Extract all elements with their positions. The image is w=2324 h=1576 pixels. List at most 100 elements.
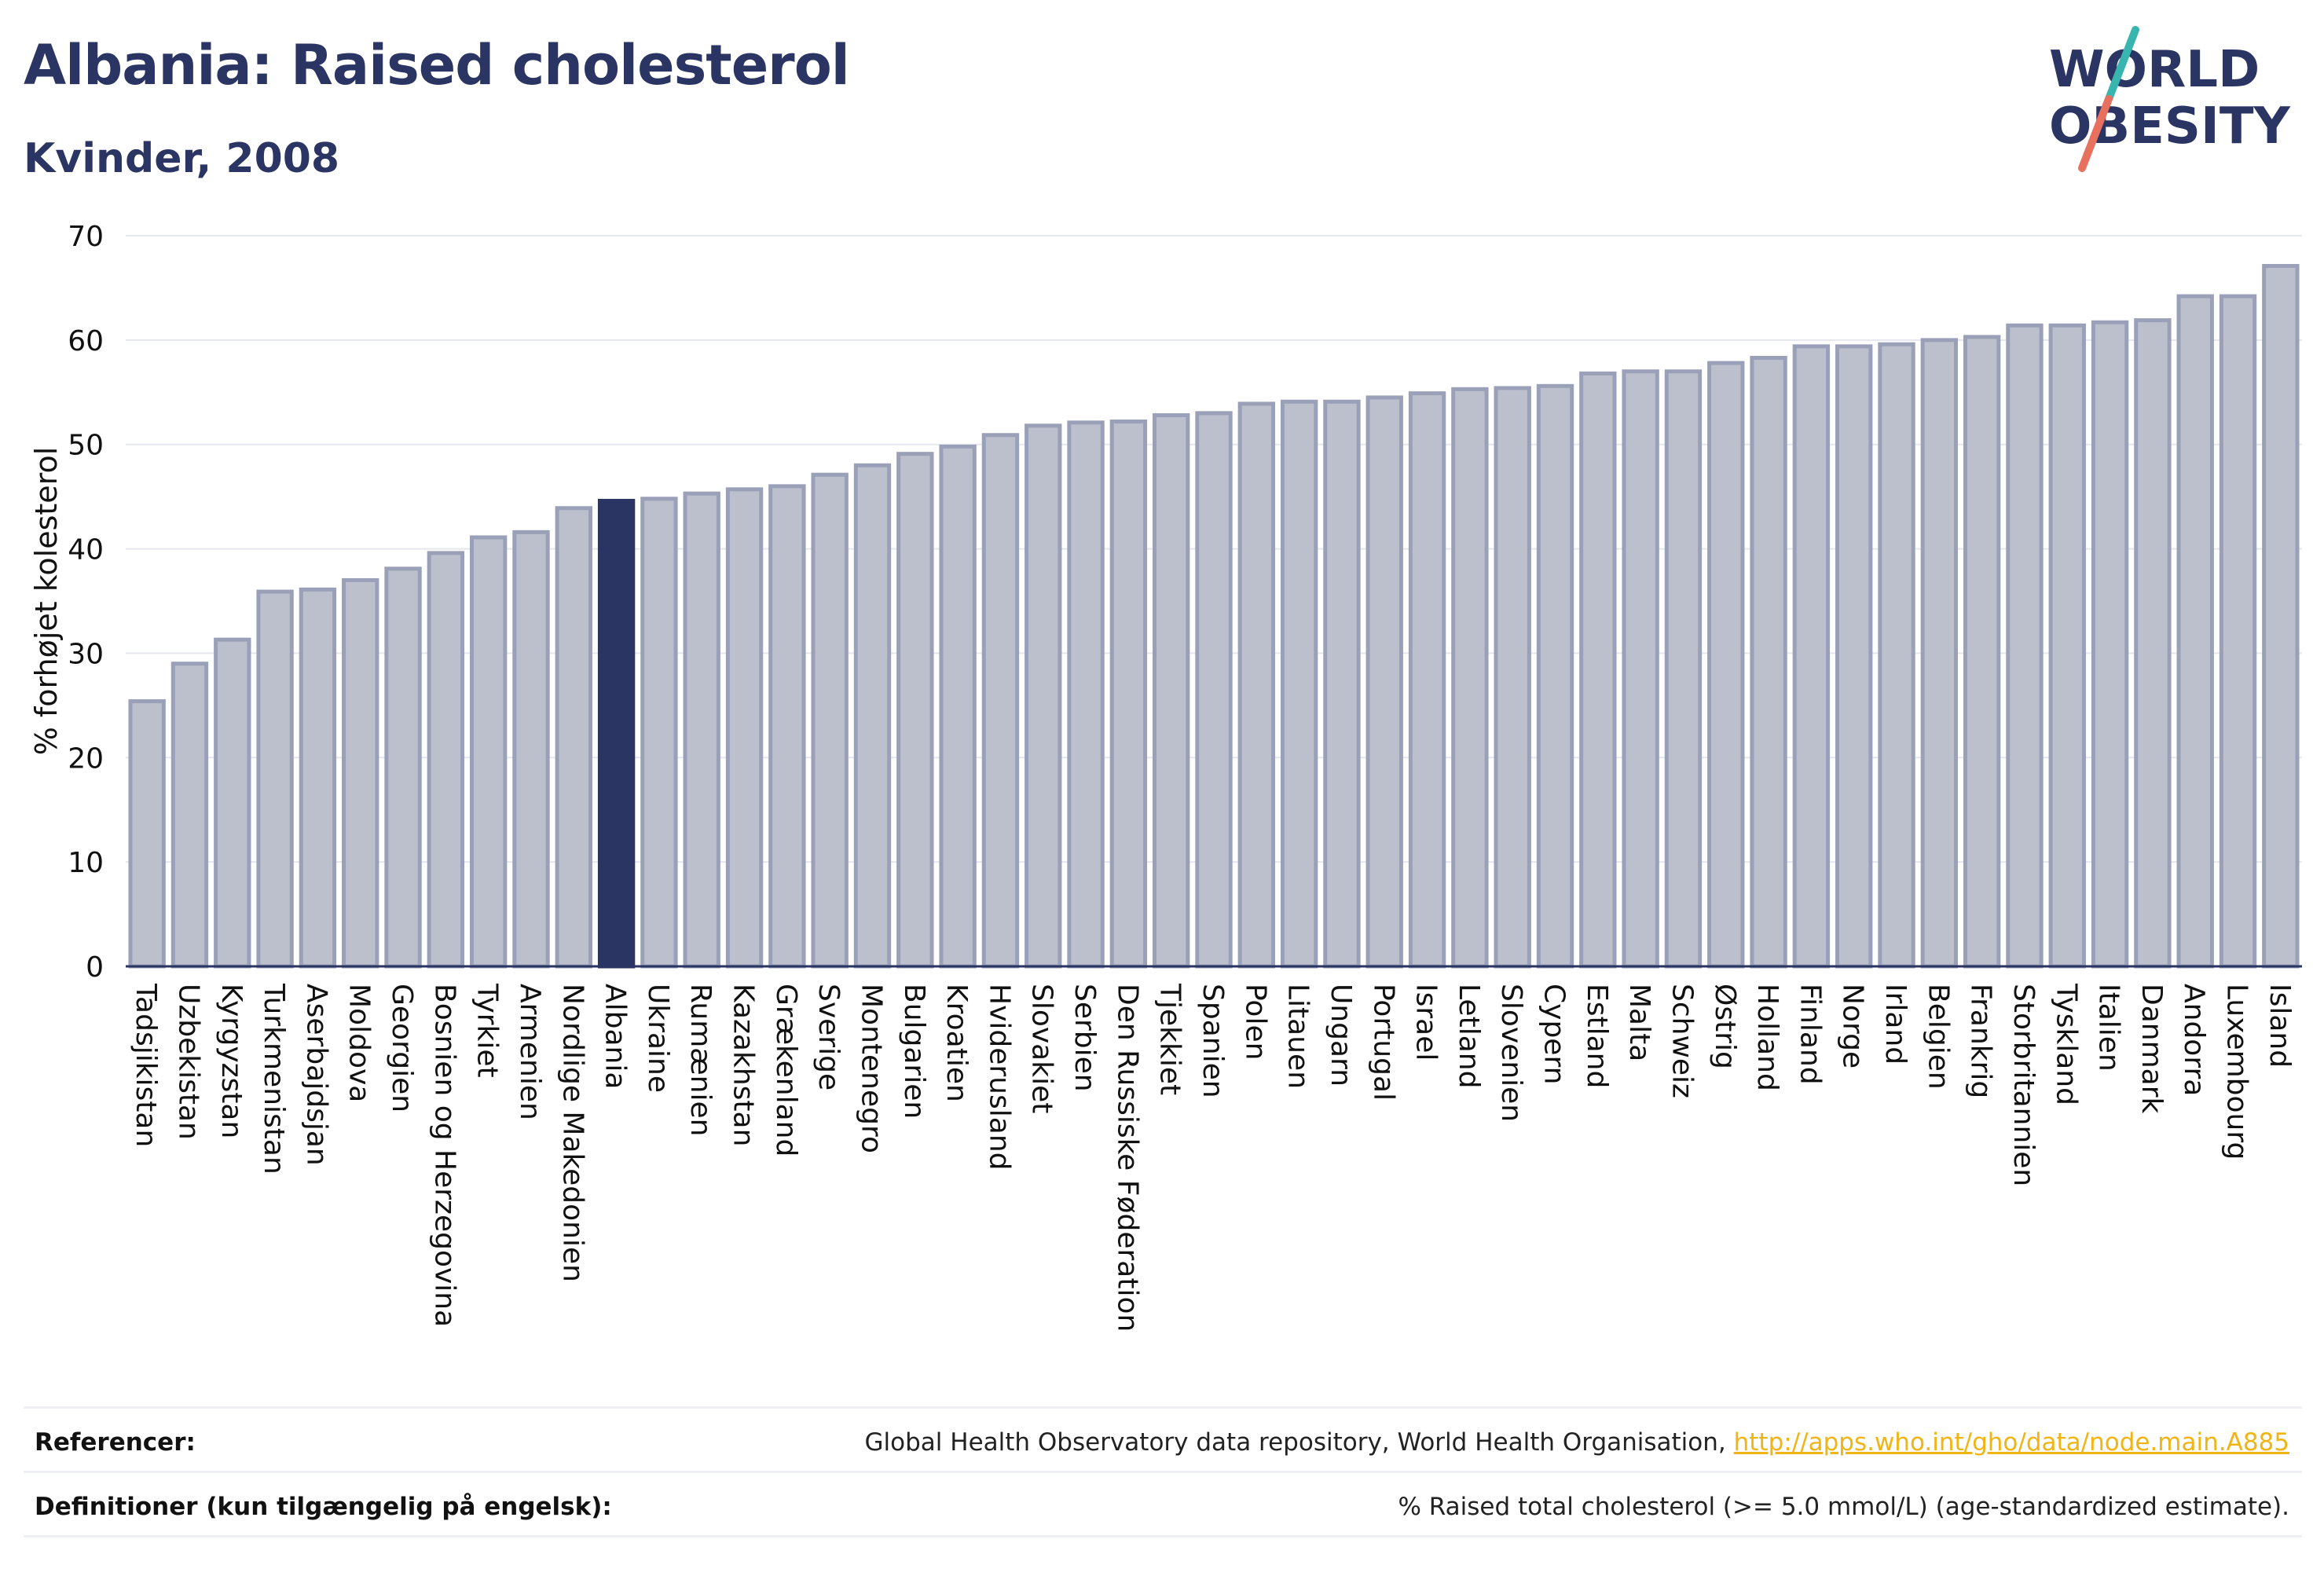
- y-tick-label: 50: [68, 430, 104, 462]
- x-tick-label: Schweiz: [1666, 984, 1698, 1098]
- definitions-value: % Raised total cholesterol (>= 5.0 mmol/…: [1398, 1493, 2289, 1521]
- y-tick-label: 70: [68, 221, 104, 253]
- x-tick-label: Italien: [2093, 984, 2125, 1072]
- x-tick-label: Serbien: [1069, 984, 1101, 1092]
- chart-title: Albania: Raised cholesterol: [24, 33, 850, 97]
- x-tick-label: Kyrgyzstan: [215, 984, 247, 1138]
- bar: [640, 497, 678, 969]
- logo-text-obesity: OBESITY: [2049, 97, 2290, 156]
- bar: [1963, 335, 2001, 969]
- bar: [2048, 323, 2086, 969]
- bar: [1323, 399, 1361, 969]
- x-tick-label: Slovenien: [1495, 984, 1527, 1122]
- bar: [1494, 386, 1531, 969]
- bar: [1878, 342, 1915, 969]
- x-tick-label: Island: [2264, 984, 2296, 1068]
- bar: [768, 484, 806, 969]
- references-link[interactable]: http://apps.who.int/gho/data/node.main.A…: [1733, 1428, 2289, 1457]
- bars: [128, 264, 2300, 969]
- definitions-label: Definitioner (kun tilgængelig på engelsk…: [35, 1493, 612, 1521]
- bar: [1792, 344, 1831, 969]
- bar: [1109, 419, 1148, 969]
- x-tick-label: Turkmenistan: [258, 983, 290, 1175]
- y-tick-label: 30: [68, 638, 104, 670]
- x-tick-label: Tyrkiet: [471, 983, 504, 1078]
- x-tick-label: Litauen: [1282, 984, 1314, 1089]
- references-value: Global Health Observatory data repositor…: [865, 1428, 2289, 1457]
- x-tick-label: Albania: [599, 984, 632, 1089]
- x-tick-label: Kazakhstan: [728, 984, 760, 1146]
- x-tick-label: Belgien: [1922, 984, 1954, 1090]
- x-tick-label: Tjekkiet: [1154, 983, 1186, 1095]
- bar: [469, 535, 508, 969]
- x-tick-label: Montenegro: [855, 984, 887, 1153]
- bar-highlight: [597, 498, 636, 969]
- x-tick-label: Norge: [1837, 984, 1869, 1068]
- bar: [2262, 264, 2300, 969]
- x-tick-label: Estland: [1581, 984, 1613, 1088]
- x-tick-label: Moldova: [343, 984, 376, 1102]
- x-tick-label: Armenien: [514, 984, 546, 1120]
- bar: [1408, 391, 1446, 969]
- bar: [1707, 361, 1745, 969]
- bar: [170, 662, 209, 969]
- bar: [1195, 411, 1233, 969]
- x-tick-label: Slovakiet: [1026, 984, 1058, 1113]
- x-tick-label: Letland: [1453, 984, 1485, 1088]
- y-tick-label: 0: [86, 951, 104, 984]
- bar: [1920, 338, 1959, 969]
- x-tick-label: Østrig: [1709, 984, 1741, 1069]
- x-tick-label: Andorra: [2178, 984, 2210, 1096]
- x-tick-label: Bulgarien: [898, 984, 930, 1119]
- bar: [896, 452, 934, 969]
- bar: [1067, 420, 1105, 969]
- y-tick-label: 10: [68, 847, 104, 879]
- x-tick-label: Tyskland: [2050, 983, 2082, 1105]
- footer-divider-top: [24, 1406, 2302, 1409]
- x-tick-label: Finland: [1794, 984, 1826, 1085]
- x-tick-label: Den Russiske Føderation: [1111, 984, 1143, 1332]
- x-tick-label: Grækenland: [770, 984, 802, 1156]
- bar: [853, 463, 892, 969]
- logo-slash-bottom: [2078, 95, 2113, 172]
- bar: [811, 472, 849, 969]
- bar: [1622, 369, 1659, 969]
- x-tick-label: Ungarn: [1325, 984, 1357, 1087]
- logo-slash-top: [2105, 26, 2139, 103]
- x-tick-label: Hviderusland: [983, 984, 1015, 1170]
- x-tick-label: Frankrig: [1965, 984, 1997, 1098]
- x-tick-label: Rumænien: [684, 984, 717, 1136]
- bar: [214, 637, 251, 969]
- bar: [683, 491, 720, 969]
- x-tick-label: Malta: [1623, 984, 1655, 1061]
- y-tick-label: 60: [68, 325, 104, 357]
- x-tick-label: Danmark: [2135, 984, 2168, 1114]
- x-tick-label: Ukraine: [642, 984, 674, 1093]
- x-tick-label: Polen: [1239, 984, 1271, 1060]
- bar: [725, 487, 764, 969]
- references-label: Referencer:: [35, 1428, 196, 1457]
- bar: [2006, 323, 2044, 969]
- bar: [1664, 369, 1703, 969]
- x-tick-label: Uzbekistan: [172, 984, 204, 1140]
- chart-subtitle: Kvinder, 2008: [24, 135, 340, 182]
- x-tick-label: Sverige: [812, 984, 845, 1090]
- bar: [1365, 395, 1403, 969]
- footer-divider-middle: [24, 1471, 2302, 1473]
- bar-chart: 0 10 20 30 40 50 60 70 Tadsjikistan Uzbekistan Ky…: [29, 221, 2302, 1332]
- x-tick-label: Spanien: [1197, 984, 1229, 1098]
- bar: [2219, 294, 2257, 969]
- bar: [1237, 401, 1275, 969]
- x-tick-label: Storbritannien: [2007, 984, 2040, 1186]
- bar: [384, 566, 422, 969]
- y-tick-labels: 0 10 20 30 40 50 60 70: [68, 221, 104, 984]
- bar: [128, 699, 166, 969]
- x-tick-label: Bosnien og Herzegovina: [428, 984, 460, 1327]
- references-text: Global Health Observatory data repositor…: [864, 1428, 1734, 1457]
- bar: [1025, 423, 1062, 969]
- x-tick-label: Kroatien: [940, 984, 973, 1102]
- logo-text-world: WORLD: [2049, 41, 2260, 99]
- y-axis-label: % forhøjet kolesterol: [29, 447, 64, 756]
- x-tick-label: Tadsjikistan: [130, 983, 162, 1147]
- bar: [555, 506, 592, 969]
